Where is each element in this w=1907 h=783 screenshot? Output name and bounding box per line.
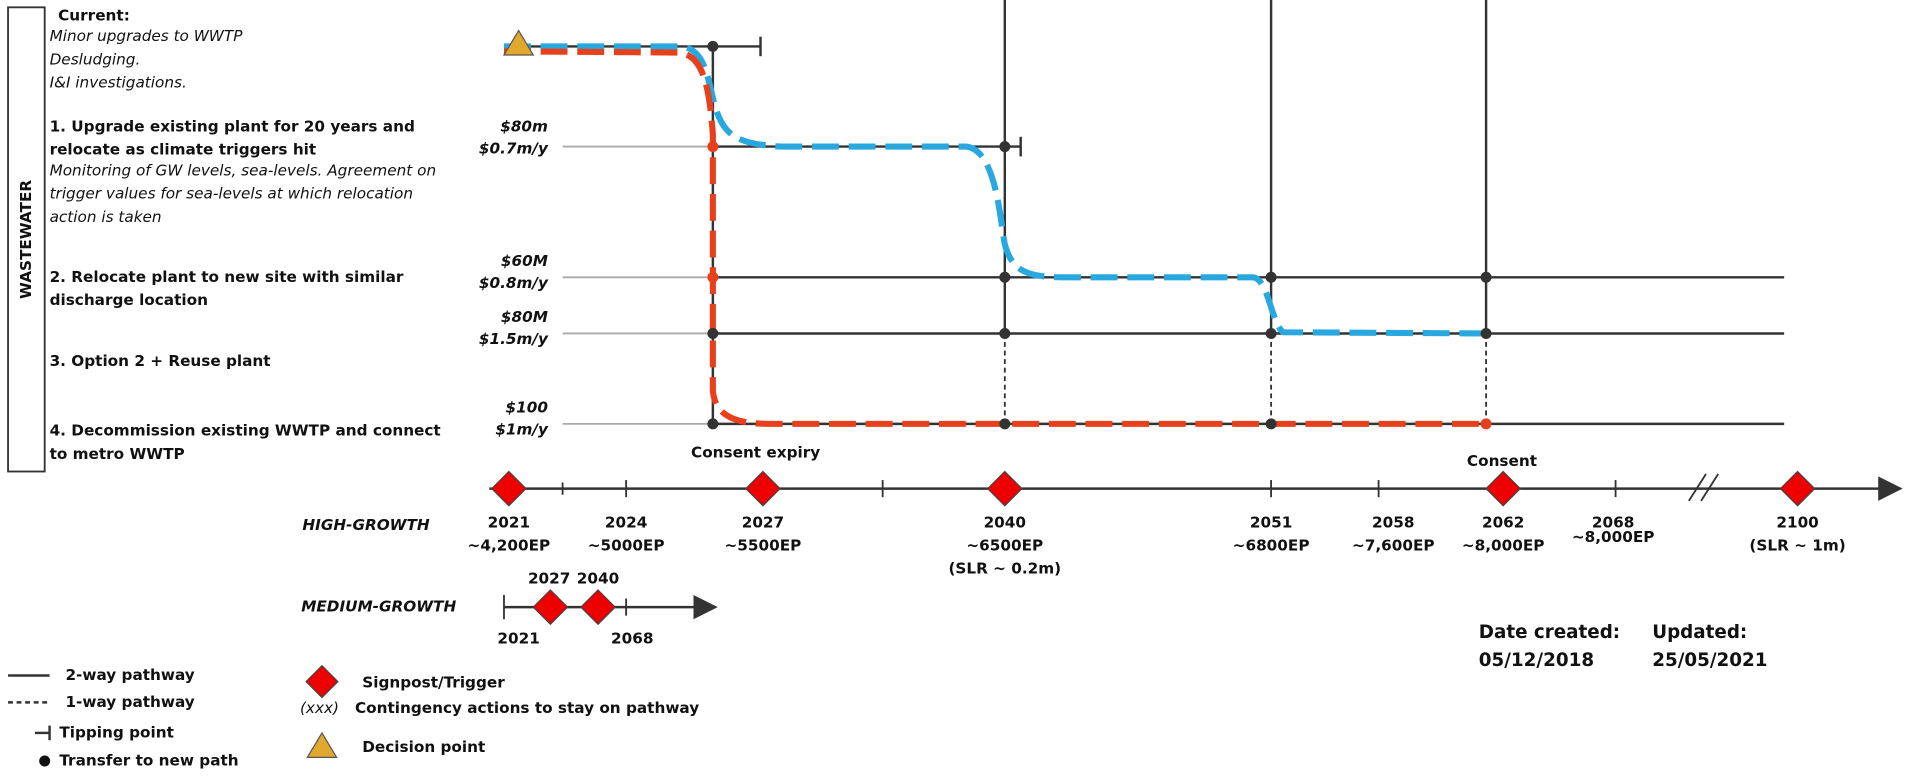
cost-label: $0.7m/y bbox=[479, 140, 549, 158]
legend-label: Decision point bbox=[362, 738, 485, 756]
option-title: 2. Relocate plant to new site with simil… bbox=[50, 268, 404, 286]
option-title: 3. Option 2 + Reuse plant bbox=[50, 352, 271, 370]
transfer-dots bbox=[707, 40, 1492, 430]
signpost bbox=[532, 589, 569, 626]
cost-lines bbox=[562, 145, 713, 425]
ep-label: ~6800EP bbox=[1233, 537, 1310, 555]
cost-label: $1.5m/y bbox=[479, 330, 549, 348]
option-title: Current: bbox=[58, 6, 130, 24]
signpost bbox=[490, 470, 527, 507]
signpost bbox=[744, 470, 781, 507]
legend-label: Contingency actions to stay on pathway bbox=[355, 699, 699, 717]
option-desc: trigger values for sea-levels at which r… bbox=[50, 185, 413, 203]
year-label: 2024 bbox=[605, 513, 647, 531]
timeline-ticks bbox=[561, 473, 1719, 502]
legend-label: Signpost/Trigger bbox=[362, 673, 505, 691]
date-label: Updated: bbox=[1652, 622, 1747, 643]
decision-point bbox=[502, 29, 535, 56]
note-label: (SLR ~ 0.2m) bbox=[948, 560, 1061, 578]
date-label: Date created: bbox=[1479, 622, 1620, 643]
year-label: 2100 bbox=[1776, 513, 1818, 531]
ep-label: ~7,600EP bbox=[1352, 537, 1435, 555]
option-title: to metro WWTP bbox=[50, 445, 185, 463]
date-value: 05/12/2018 bbox=[1479, 650, 1594, 671]
year-label: 2027 bbox=[742, 513, 784, 531]
ep-label: ~5500EP bbox=[725, 537, 802, 555]
cost-label: $0.8m/y bbox=[479, 274, 549, 292]
sidebar-label: WASTEWATER bbox=[17, 180, 35, 299]
option-desc: Minor upgrades to WWTP bbox=[50, 27, 244, 45]
scenario-label: HIGH-GROWTH bbox=[302, 516, 429, 534]
legend-label: (xxx) bbox=[300, 699, 339, 717]
year-label: 2021 bbox=[488, 513, 530, 531]
option-desc: action is taken bbox=[50, 208, 162, 226]
year-label: 2068 bbox=[1592, 513, 1634, 531]
ep-label: ~8,000EP bbox=[1572, 528, 1655, 546]
option-title: relocate as climate triggers hit bbox=[50, 141, 317, 159]
option-title: 1. Upgrade existing plant for 20 years a… bbox=[50, 118, 415, 136]
cost-label: $60M bbox=[501, 252, 548, 270]
legend-label: Transfer to new path bbox=[59, 752, 238, 770]
year-label: 2068 bbox=[611, 629, 653, 647]
date-value: 25/05/2021 bbox=[1652, 650, 1767, 671]
red-pathway bbox=[503, 48, 1487, 427]
option-desc: I&I investigations. bbox=[50, 74, 187, 92]
signpost bbox=[580, 589, 617, 626]
signpost bbox=[986, 470, 1023, 507]
option-desc: Desludging. bbox=[50, 50, 141, 68]
cost-label: $100 bbox=[505, 398, 548, 416]
annotation: Consent bbox=[1467, 452, 1537, 470]
ep-label: ~8,000EP bbox=[1462, 537, 1545, 555]
legend-symbols bbox=[8, 664, 339, 767]
option-desc: Monitoring of GW levels, sea-levels. Agr… bbox=[50, 162, 437, 180]
annotation: Consent expiry bbox=[691, 444, 820, 462]
medium-ticks bbox=[503, 594, 628, 620]
note-label: (SLR ~ 1m) bbox=[1749, 537, 1845, 555]
signpost bbox=[1485, 470, 1522, 507]
year-label: 2040 bbox=[984, 513, 1026, 531]
cost-label: $80M bbox=[501, 308, 548, 326]
year-label: 2021 bbox=[497, 629, 539, 647]
year-label: 2027 bbox=[528, 570, 570, 588]
sidebar-box bbox=[7, 6, 46, 473]
cost-label: $80m bbox=[500, 118, 548, 136]
ep-label: ~6500EP bbox=[966, 537, 1043, 555]
legend-label: 2-way pathway bbox=[65, 666, 194, 684]
ep-label: ~4,200EP bbox=[468, 537, 551, 555]
option-title: 4. Decommission existing WWTP and connec… bbox=[50, 422, 441, 440]
year-label: 2040 bbox=[577, 570, 619, 588]
cost-label: $1m/y bbox=[495, 420, 549, 438]
blue-pathway bbox=[503, 43, 1487, 337]
scenario-label: MEDIUM-GROWTH bbox=[301, 598, 456, 616]
year-label: 2058 bbox=[1372, 513, 1414, 531]
option-title: discharge location bbox=[50, 291, 208, 309]
year-label: 2062 bbox=[1482, 513, 1524, 531]
year-label: 2051 bbox=[1250, 513, 1292, 531]
ep-label: ~5000EP bbox=[588, 537, 665, 555]
legend-label: 1-way pathway bbox=[65, 693, 194, 711]
signpost bbox=[1779, 470, 1816, 507]
legend-label: Tipping point bbox=[59, 723, 174, 741]
